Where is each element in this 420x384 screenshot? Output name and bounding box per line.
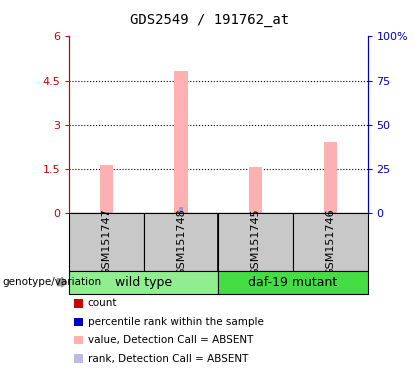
Text: count: count [88,298,117,308]
Bar [253,212,258,213]
Text: wild type: wild type [115,276,173,289]
Text: GSM151747: GSM151747 [102,208,112,276]
Bar [104,212,109,213]
Bar [174,71,188,213]
Bar [100,166,113,213]
Text: rank, Detection Call = ABSENT: rank, Detection Call = ABSENT [88,354,248,364]
Bar [323,142,337,213]
Text: genotype/variation: genotype/variation [2,277,101,287]
Bar [293,213,368,271]
Bar [218,213,293,271]
Text: percentile rank within the sample: percentile rank within the sample [88,317,264,327]
Bar [144,213,218,271]
Bar [249,167,262,213]
Bar [69,213,144,271]
Text: GSM151748: GSM151748 [176,208,186,276]
Text: GDS2549 / 191762_at: GDS2549 / 191762_at [131,13,289,27]
Text: daf-19 mutant: daf-19 mutant [248,276,338,289]
Text: value, Detection Call = ABSENT: value, Detection Call = ABSENT [88,335,253,345]
Bar [179,207,184,213]
Bar [218,271,368,294]
Bar [328,211,333,213]
Text: GSM151746: GSM151746 [325,208,335,276]
Text: GSM151745: GSM151745 [251,208,261,276]
Bar [69,271,218,294]
